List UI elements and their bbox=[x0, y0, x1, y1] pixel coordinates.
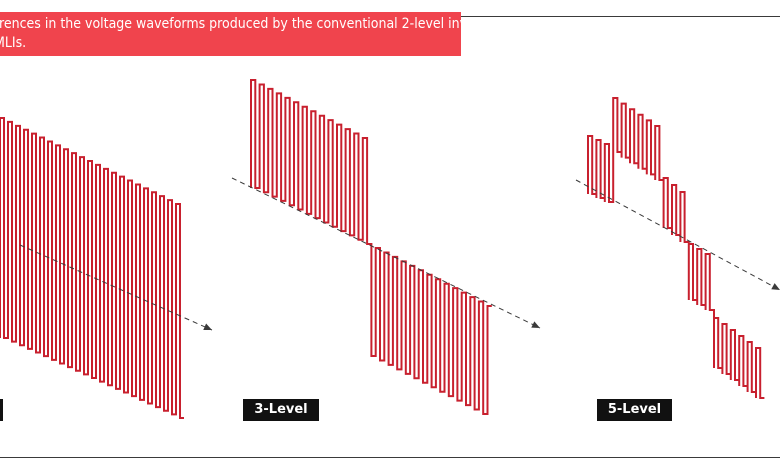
five-level-time-axis bbox=[575, 179, 780, 291]
three-level-label: 3-Level bbox=[243, 399, 319, 421]
five-level-waveform bbox=[587, 97, 765, 399]
three-level-waveform bbox=[250, 79, 492, 415]
three-level-time-axis bbox=[231, 177, 541, 329]
bottom-rule bbox=[0, 457, 780, 458]
caption-line-1: rences in the voltage waveforms produced… bbox=[0, 16, 461, 32]
two-level-label-stub bbox=[0, 399, 3, 421]
two-level-time-axis bbox=[19, 244, 213, 331]
figure-caption: rences in the voltage waveforms produced… bbox=[0, 12, 461, 56]
two-level-waveform bbox=[0, 117, 184, 419]
five-level-time-axis-head bbox=[771, 283, 780, 290]
five-level-label: 5-Level bbox=[597, 399, 672, 421]
two-level-time-axis-head bbox=[203, 323, 212, 330]
caption-line-2: MLIs. bbox=[0, 35, 27, 51]
three-level-time-axis-head bbox=[531, 321, 540, 328]
